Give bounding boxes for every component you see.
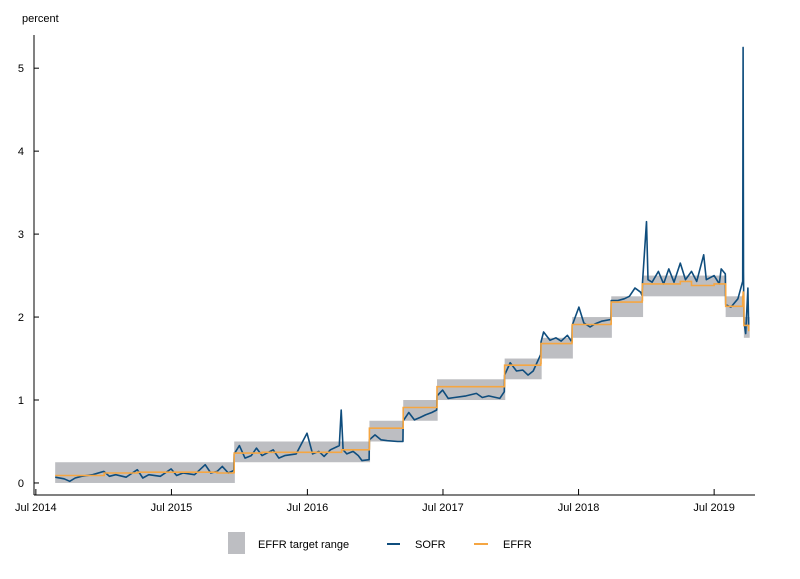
effr-line <box>55 280 750 477</box>
y-tick-label: 4 <box>18 146 24 158</box>
y-tick-label: 5 <box>18 63 24 75</box>
legend-swatch-range <box>228 532 245 554</box>
legend-label-effr: EFFR <box>503 539 532 551</box>
target-range-band <box>541 337 573 359</box>
target-range-band <box>437 379 506 401</box>
legend-label-range: EFFR target range <box>258 539 349 551</box>
target-range-band <box>504 358 542 380</box>
x-tick-label: Jul 2014 <box>15 502 57 514</box>
sofr-line <box>55 46 750 483</box>
axes: 0 1 2 3 4 5 Jul 2014 Jul 2015 Jul 2016 Jul 2017 Ju… <box>15 35 755 514</box>
y-tick-label: 1 <box>18 395 24 407</box>
legend-label-sofr: SOFR <box>415 539 446 551</box>
legend: EFFR target range SOFR EFFR <box>228 532 532 554</box>
target-range-band <box>611 296 644 318</box>
target-range-band <box>642 275 727 297</box>
target-range-bands <box>55 275 750 483</box>
target-range-band <box>572 317 612 338</box>
y-tick-label: 3 <box>18 229 24 241</box>
target-range-band <box>369 420 404 442</box>
x-tick-label: Jul 2015 <box>151 502 193 514</box>
x-tick-label: Jul 2019 <box>693 502 735 514</box>
series-lines <box>55 46 750 483</box>
y-tick-label: 2 <box>18 312 24 324</box>
x-tick-label: Jul 2017 <box>422 502 464 514</box>
x-tick-label: Jul 2018 <box>558 502 600 514</box>
y-axis-label: percent <box>22 13 59 25</box>
x-tick-label: Jul 2016 <box>287 502 329 514</box>
y-tick-label: 0 <box>18 478 24 490</box>
